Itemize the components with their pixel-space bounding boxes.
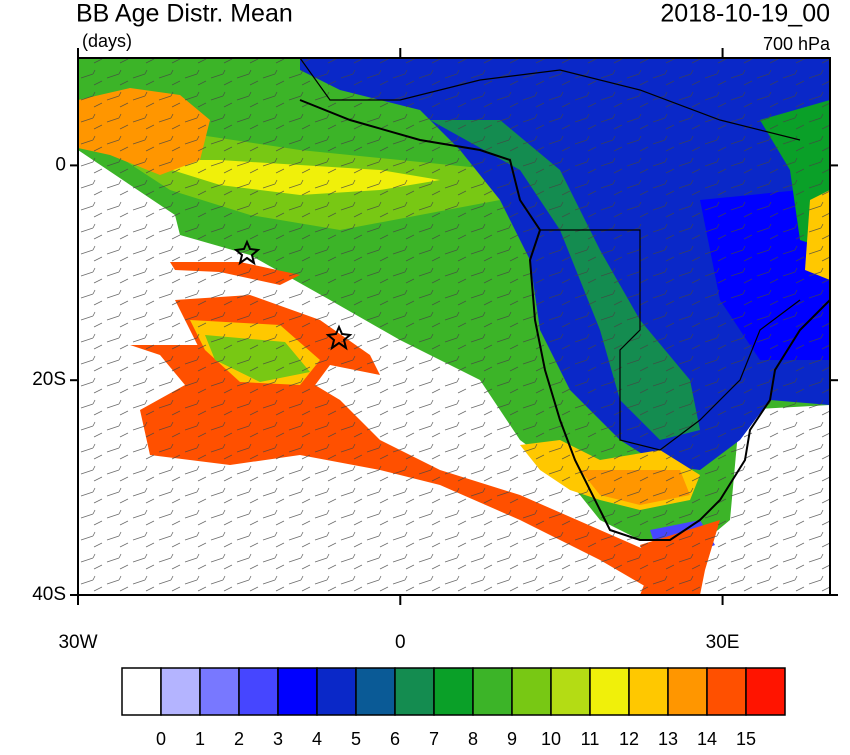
colorbar-box	[745, 667, 786, 716]
colorbar-label: 2	[234, 729, 244, 749]
colorbar-box	[550, 667, 591, 716]
colorbar-label: 9	[507, 729, 517, 749]
colorbar-label: 3	[273, 729, 283, 749]
colorbar-label: 6	[390, 729, 400, 749]
colorbar-label: 15	[736, 729, 756, 749]
colorbar-label: 12	[619, 729, 639, 749]
lat-tick-label: 20S	[32, 369, 66, 390]
colorbar-box	[511, 667, 552, 716]
colorbar-box	[199, 667, 240, 716]
units: (days)	[82, 31, 132, 51]
colorbar: 0 1 2 3 4 5 6 7 8 9 10 11 12 13 14 15	[121, 667, 786, 749]
lat-tick-label: 40S	[32, 584, 66, 605]
lon-tick-label: 0	[395, 632, 406, 653]
colorbar-box	[628, 667, 669, 716]
colorbar-label: 11	[581, 729, 600, 749]
lon-tick-label: 30E	[706, 632, 740, 653]
level: 700 hPa	[763, 34, 831, 54]
colorbar-box	[433, 667, 474, 716]
colorbar-box	[121, 667, 162, 716]
colorbar-box	[316, 667, 357, 716]
map-field	[78, 58, 830, 595]
colorbar-box	[355, 667, 396, 716]
colorbar-box	[160, 667, 201, 716]
colorbar-label: 4	[312, 729, 322, 749]
colorbar-label: 14	[697, 729, 717, 749]
colorbar-box	[277, 667, 318, 716]
axes: 0 20S 40S 30W 0 30E	[32, 48, 838, 653]
colorbar-label: 13	[658, 729, 678, 749]
colorbar-box	[667, 667, 708, 716]
colorbar-box	[394, 667, 435, 716]
colorbar-box	[589, 667, 630, 716]
date: 2018-10-19_00	[660, 0, 830, 28]
colorbar-label: 5	[351, 729, 361, 749]
lat-tick-label: 0	[55, 154, 66, 175]
colorbar-label: 7	[429, 729, 439, 749]
map-frame	[77, 57, 831, 596]
colorbar-label: 1	[195, 729, 205, 749]
lon-tick-label: 30W	[58, 632, 97, 653]
colorbar-box	[238, 667, 279, 716]
colorbar-label: 0	[156, 729, 166, 749]
colorbar-label: 8	[468, 729, 478, 749]
colorbar-label: 10	[541, 729, 561, 749]
colorbar-box	[706, 667, 747, 716]
title: BB Age Distr. Mean	[76, 0, 293, 28]
colorbar-box	[472, 667, 513, 716]
